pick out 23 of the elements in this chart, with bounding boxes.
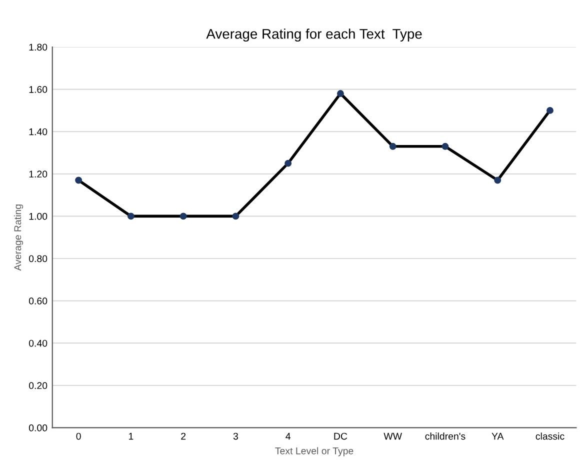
y-tick-label: 1.20 [29, 170, 48, 178]
x-tick-label: 3 [233, 432, 238, 440]
y-axis-title: Average Rating [14, 204, 24, 271]
y-tick-label: 0.20 [28, 382, 48, 390]
y-tick-label: 1.60 [29, 86, 48, 93]
y-tick-label: 1.80 [29, 44, 48, 51]
x-tick-label: children's [425, 432, 466, 440]
x-tick-label: 1 [128, 432, 134, 440]
x-tick-label: 4 [286, 432, 291, 440]
y-tick-label: 0.60 [28, 298, 48, 304]
x-tick-label: DC [334, 432, 348, 440]
x-tick-label: classic [536, 432, 564, 440]
x-tick-label: WW [384, 432, 402, 440]
x-tick-label: 0 [76, 432, 81, 440]
x-tick-label: YA [492, 432, 504, 440]
y-tick-label: 1.00 [29, 212, 48, 220]
x-axis-title: Text Level or Type [275, 447, 354, 456]
y-tick-label: 0.00 [28, 424, 48, 432]
y-tick-label: 0.80 [28, 255, 48, 262]
y-tick-label: 1.40 [29, 128, 48, 136]
y-tick-label: 0.40 [28, 340, 48, 347]
chart-title: Average Rating for each Text Type [206, 28, 422, 42]
x-tick-label: 2 [181, 432, 186, 440]
